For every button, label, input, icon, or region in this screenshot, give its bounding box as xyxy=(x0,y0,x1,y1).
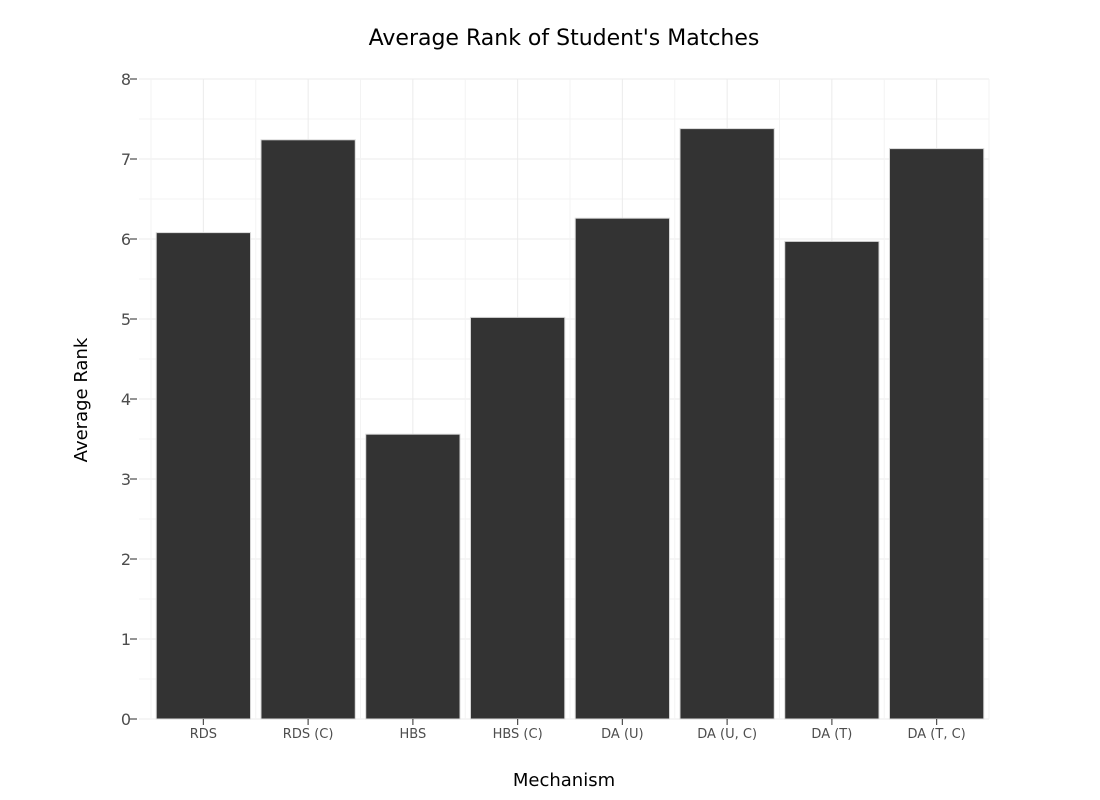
bar-da-u-c xyxy=(679,128,775,720)
bar-rds xyxy=(155,232,252,720)
y-axis: 0 1 2 3 4 5 6 7 8 xyxy=(121,70,137,729)
bar-hbs xyxy=(365,433,461,720)
x-axis: RDS RDS (C) HBS HBS (C) DA (U) DA (U, C) DA (T… xyxy=(190,719,966,742)
x-tick-label: DA (T) xyxy=(811,727,852,742)
x-tick-label: DA (U) xyxy=(601,727,643,742)
y-tick-label: 5 xyxy=(121,310,131,329)
y-tick-label: 0 xyxy=(121,710,131,729)
x-tick-label: HBS xyxy=(400,727,427,742)
x-tick-label: DA (T, C) xyxy=(908,727,966,742)
y-tick-label: 2 xyxy=(121,550,131,569)
bar-rds-c xyxy=(260,139,356,720)
x-tick-label: DA (U, C) xyxy=(697,727,757,742)
y-axis-label: Average Rank xyxy=(71,337,92,462)
y-tick-label: 8 xyxy=(121,70,131,89)
x-tick-label: RDS (C) xyxy=(283,727,334,742)
y-tick-label: 1 xyxy=(121,630,131,649)
bar-da-t xyxy=(784,240,880,720)
bar-da-t-c xyxy=(888,148,985,720)
y-tick-label: 3 xyxy=(121,470,131,489)
chart-title: Average Rank of Student's Matches xyxy=(369,26,760,51)
bars-layer xyxy=(155,128,985,720)
y-tick-label: 7 xyxy=(121,150,131,169)
y-tick-label: 4 xyxy=(121,390,131,409)
bar-hbs-c xyxy=(469,316,566,720)
x-tick-label: HBS (C) xyxy=(493,727,543,742)
bar-da-u xyxy=(574,217,671,720)
x-tick-label: RDS xyxy=(190,727,217,742)
y-tick-label: 6 xyxy=(121,230,131,249)
x-axis-label: Mechanism xyxy=(513,770,615,791)
